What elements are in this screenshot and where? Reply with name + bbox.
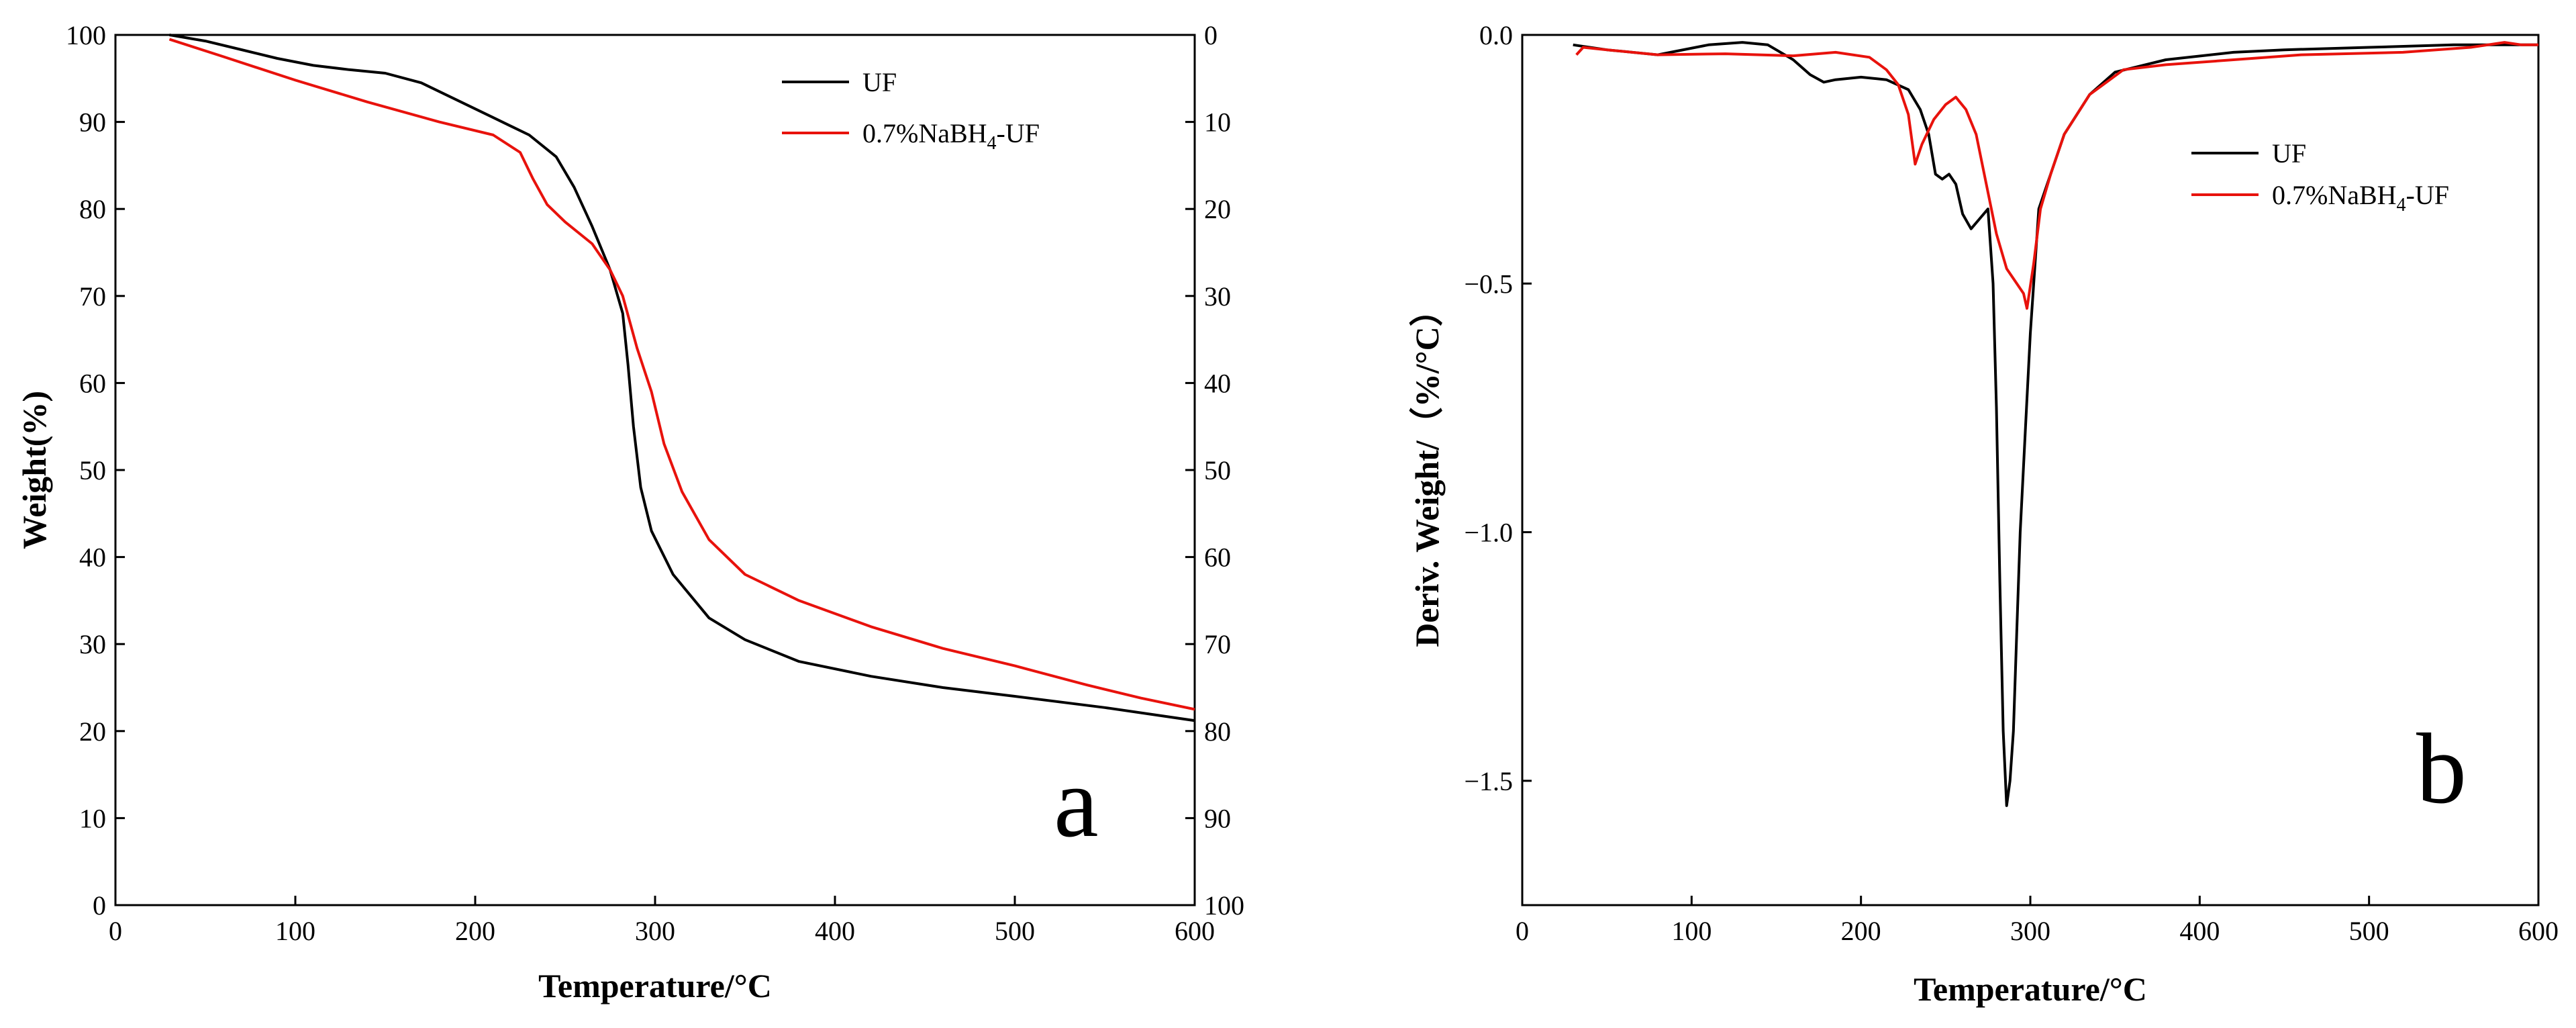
panel-a-x-axis-label: Temperature/°C: [538, 967, 772, 1004]
panel-b-legend-uf-label: UF: [2272, 138, 2306, 169]
panel-a-x-tick-label: 200: [455, 916, 495, 946]
panel-b-y-tick-label: 0.0: [1479, 20, 1513, 50]
panel-b-x-tick-label: 400: [2179, 916, 2220, 946]
panel-a-y-tick-label: 90: [79, 107, 106, 138]
panel-b-x-tick-label: 300: [2010, 916, 2050, 946]
panel-a-plot-frame: [114, 34, 1196, 906]
panel-a-series-uf: [169, 34, 1195, 722]
panel-a-x-tick-label: 300: [635, 916, 675, 946]
panel-a-y-tick-label: 100: [66, 20, 106, 50]
panel-a-series-nabh: [168, 38, 1195, 711]
panel-a-y2-tick-label: 70: [1204, 629, 1231, 659]
panel-a-y2-tick-label: 90: [1204, 803, 1231, 833]
panel-a-x-tick-label: 0: [109, 916, 122, 946]
panel-b-y-axis-label: Deriv. Weight/（%/°C）: [1408, 293, 1446, 647]
panel-a-y-tick-label: 0: [93, 890, 106, 921]
panel-b-legend-nabh-label: 0.7%NaBH4-UF: [2272, 180, 2449, 216]
panel-b-legend: UF 0.7%NaBH4-UF: [2191, 138, 2449, 216]
panel-b-series: [1573, 41, 2538, 807]
panel-b-y-tick-label: −0.5: [1464, 269, 1513, 299]
panel-a-y-tick-label: 30: [79, 629, 106, 659]
panel-a-y-tick-label: 60: [79, 368, 106, 398]
panel-b-x-tick-label: 500: [2349, 916, 2389, 946]
panel-a-y2-tick-label: 60: [1204, 543, 1231, 573]
panel-a-y-tick-label: 10: [79, 803, 106, 833]
panel-b-x-axis-label: Temperature/°C: [1914, 970, 2147, 1008]
panel-a-y-tick-label: 50: [79, 455, 106, 485]
panel-a-y2-tick-label: 10: [1204, 107, 1231, 138]
panel-a-chart: 0 100 200 300 400 500 600010203040506070809010…: [15, 20, 1244, 1004]
panel-a-y2-tick-label: 20: [1204, 194, 1231, 224]
panel-a-y2-tick-label: 100: [1204, 890, 1244, 921]
panel-a-y-tick-label: 40: [79, 543, 106, 573]
panel-a-y2-tick-label: 80: [1204, 716, 1231, 747]
panel-a-axes: 0 100 200 300 400 500 600010203040506070809010…: [66, 20, 1244, 946]
panel-b-x-tick-label: 200: [1841, 916, 1881, 946]
panel-b-chart: 0 100 200 300 400 500 600 0.0 −0.5 −1.0 −1.5 UF 0.…: [1408, 20, 2559, 1008]
panel-a-y2-tick-label: 50: [1204, 455, 1231, 485]
panel-b-plot-frame: [1521, 34, 2540, 906]
panel-a-x-tick-label: 400: [815, 916, 855, 946]
panel-a-x-tick-label: 500: [995, 916, 1035, 946]
panel-a-y2-tick-label: 40: [1204, 368, 1231, 398]
panel-b-x-tick-label: 0: [1516, 916, 1529, 946]
panel-b-letter: b: [2416, 713, 2467, 825]
panel-b-axes: 0 100 200 300 400 500 600 0.0 −0.5 −1.0 −1.5: [1464, 20, 2559, 946]
panel-a-legend-nabh-label: 0.7%NaBH4-UF: [862, 118, 1040, 154]
panel-b-x-tick-label: 100: [1671, 916, 1712, 946]
panel-a-y-tick-label: 80: [79, 194, 106, 224]
panel-b-x-tick-label: 600: [2518, 916, 2559, 946]
panel-a-y2-tick-label: 30: [1204, 281, 1231, 312]
panel-a-x-tick-label: 100: [275, 916, 315, 946]
panel-a-legend: UF 0.7%NaBH4-UF: [782, 67, 1040, 154]
panel-b-y-tick-label: −1.5: [1464, 766, 1513, 796]
panel-a-y-tick-label: 20: [79, 716, 106, 747]
panel-a-letter: a: [1054, 747, 1099, 858]
panel-a-y-tick-label: 70: [79, 281, 106, 312]
panel-a-series: [168, 34, 1195, 722]
panel-a-x-tick-label: 600: [1175, 916, 1215, 946]
panel-b-y-tick-label: −1.0: [1464, 518, 1513, 548]
panel-a-y2-tick-label: 0: [1204, 20, 1218, 50]
panel-a-legend-uf-label: UF: [862, 67, 897, 97]
panel-b-series-nabh: [1575, 41, 2538, 310]
panel-a-y-axis-label: Weight(%): [15, 391, 53, 549]
